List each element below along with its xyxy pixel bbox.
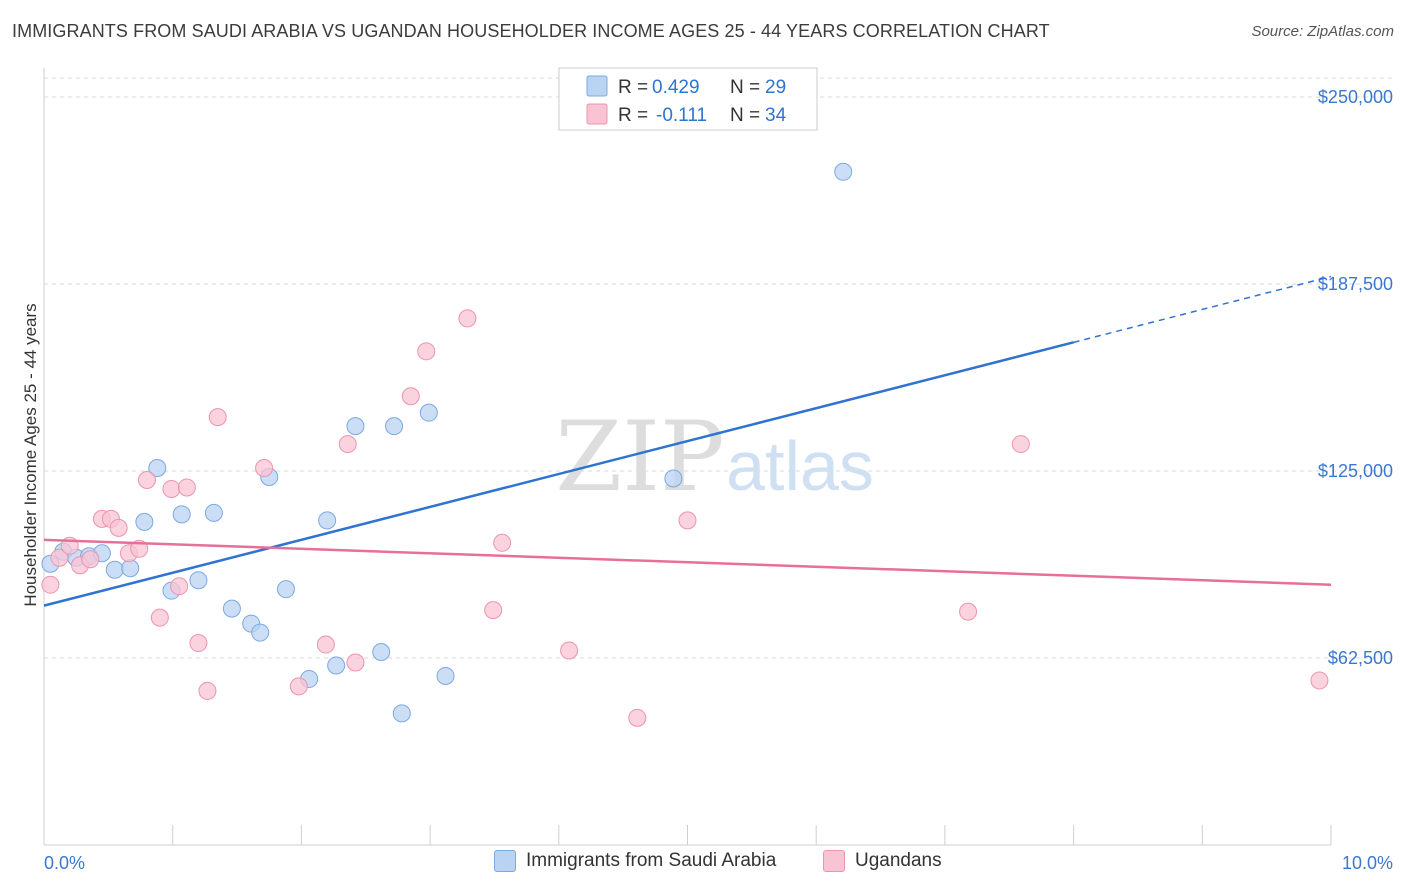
y-axis-label: Householder Income Ages 25 - 44 years [21,303,40,606]
chart-title: IMMIGRANTS FROM SAUDI ARABIA VS UGANDAN … [12,21,1050,41]
point-saudi [189,571,208,590]
point-ugandan [198,681,217,700]
point-ugandan [401,387,420,406]
point-ugandan [417,342,436,361]
point-ugandan [177,478,196,497]
watermark-zip: ZIP [555,401,724,513]
legend-n-label-blue: N = [730,77,760,98]
point-ugandan [316,635,335,654]
point-ugandan [255,459,274,478]
point-saudi [834,162,853,181]
point-ugandan [289,677,308,696]
watermark-atlas: atlas [726,427,874,505]
point-saudi [327,656,346,675]
point-saudi [346,417,365,436]
legend-r-label-pink: R = [618,105,648,126]
point-ugandan [137,470,156,489]
trend-line-saudi-extension [1073,275,1332,344]
point-saudi [419,403,438,422]
legend-label-saudi: Immigrants from Saudi Arabia [526,850,777,871]
point-ugandan [150,608,169,627]
point-saudi [664,469,683,488]
legend-swatch-pink [586,103,608,125]
point-ugandan [109,518,128,537]
point-saudi [135,512,154,531]
point-ugandan [678,511,697,530]
y-tick-label: $250,000 [1318,87,1393,107]
point-ugandan [458,309,477,328]
point-ugandan [493,533,512,552]
legend-r-value-pink: -0.111 [656,105,707,126]
point-saudi [276,580,295,599]
legend-top: R = 0.429 N = 29 R = -0.111 N = 34 [558,67,818,131]
point-ugandan [1011,435,1030,454]
point-saudi [121,559,140,578]
point-ugandan [560,641,579,660]
point-saudi [318,511,337,530]
legend-r-label-blue: R = [618,77,648,98]
legend-item-ugandans: Ugandans [823,850,942,872]
point-saudi [105,560,124,579]
trend-line-ugandan [43,538,1332,586]
point-ugandan [959,602,978,621]
point-ugandan [170,577,189,596]
point-saudi [204,503,223,522]
legend-label-ugandans: Ugandans [855,850,942,871]
point-saudi [392,704,411,723]
legend-swatch-ugandans [823,850,845,872]
point-saudi [436,666,455,685]
point-ugandan [628,708,647,727]
point-ugandan [189,634,208,653]
x-tick-label-max: 10.0% [1342,853,1393,873]
trend-layer [43,275,1332,607]
point-ugandan [208,408,227,427]
point-ugandan [338,435,357,454]
legend-item-saudi: Immigrants from Saudi Arabia [494,850,776,872]
point-saudi [251,623,270,642]
point-saudi [172,505,191,524]
point-saudi [222,599,241,618]
point-ugandan [162,479,181,498]
legend-swatch-saudi [494,850,516,872]
legend-n-value-pink: 34 [765,105,787,126]
x-tick-label-min: 0.0% [44,853,85,873]
legend-swatch-blue [586,75,608,97]
point-ugandan [81,550,100,569]
point-saudi [148,459,167,478]
point-ugandan [50,548,69,567]
source-label: Source: ZipAtlas.com [1251,23,1394,40]
legend-bottom: Immigrants from Saudi Arabia Ugandans [0,850,1406,878]
legend-n-label-pink: N = [730,105,760,126]
point-ugandan [484,601,503,620]
point-ugandan [41,575,60,594]
point-saudi [385,417,404,436]
point-ugandan [1310,671,1329,690]
y-tick-label: $125,000 [1318,461,1393,481]
grid-layer [44,77,1396,659]
point-ugandan [346,653,365,672]
legend-r-value-blue: 0.429 [652,77,700,98]
legend-n-value-blue: 29 [765,77,786,98]
y-tick-label: $187,500 [1318,274,1393,294]
y-tick-label: $62,500 [1328,648,1393,668]
trend-line-saudi [43,341,1074,607]
axis-layer: $62,500 $125,000 $187,500 $250,000 0.0% 10.0% [43,68,1393,873]
point-ugandan [130,539,149,558]
watermark: ZIP atlas [555,401,874,513]
point-saudi [372,643,391,662]
